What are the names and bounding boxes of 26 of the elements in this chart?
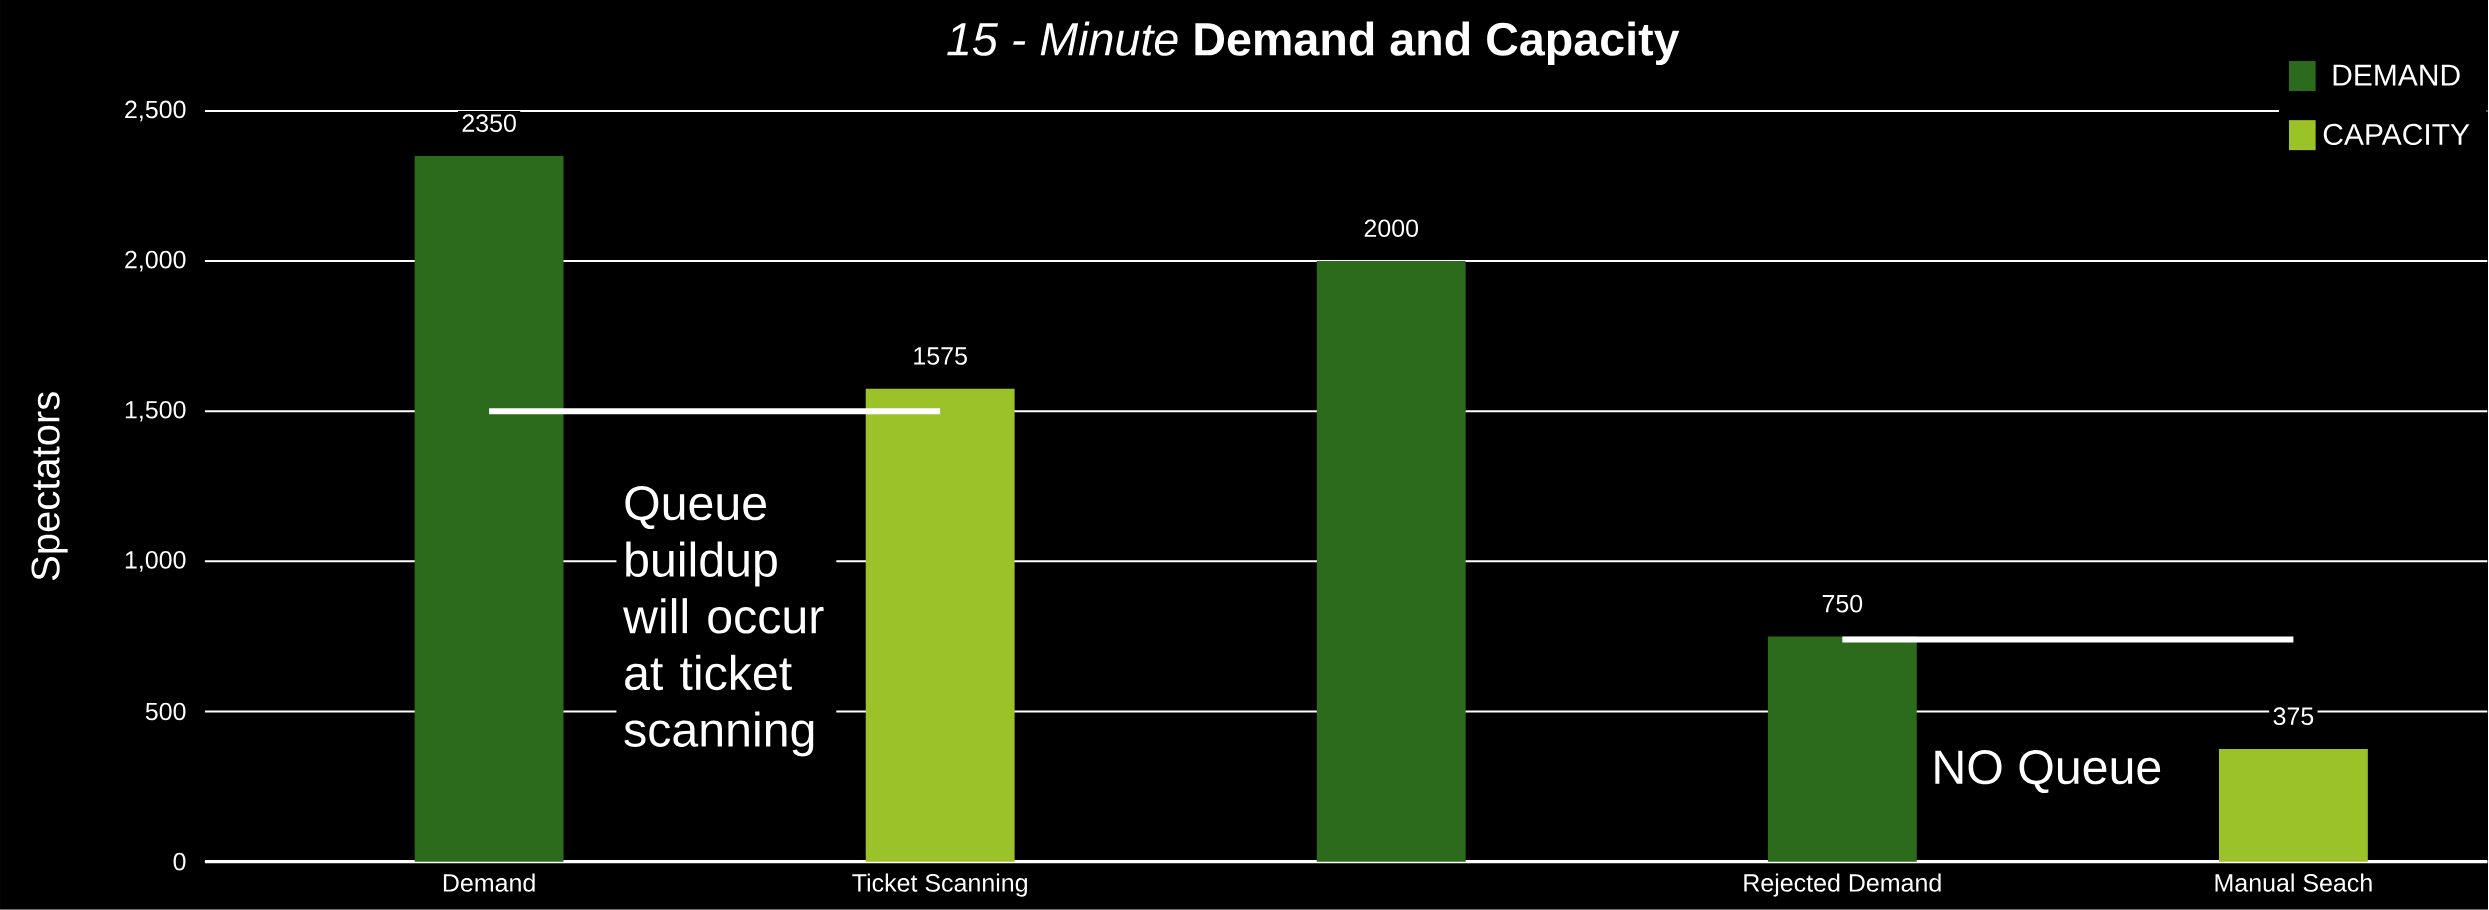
bar [414,156,564,862]
y-tick-label: 2,500 [125,100,186,122]
bar [865,388,1015,862]
y-tick-label: 1,000 [125,551,186,572]
bar [1767,636,1917,862]
annotation: NO Queue [1935,750,2161,794]
x-tick-label: Manual Seach [2215,873,2372,892]
x-tick-label: Ticket Scanning [852,873,1027,897]
bar [1316,261,1466,862]
y-tick-label: 0 [173,852,186,871]
legend-label: CAPACITY [2323,124,2470,146]
y-axis-title: Spectators [31,392,68,581]
y-tick-label: 2,000 [125,250,186,272]
data-label: 375 [2273,707,2314,726]
x-tick-label: Rejected Demand [1744,873,1941,897]
chart-title: 15 - Minute Demand and Capacity [947,21,1680,66]
x-tick-label: Demand [443,873,535,892]
annotation: Queue buildup will occur at ticket scanning [623,486,824,757]
data-label: 2000 [1364,219,1419,238]
bar [2218,749,2368,862]
y-tick-label: 1,500 [125,401,186,422]
data-label: 2350 [462,114,516,133]
y-tick-label: 500 [145,702,186,721]
data-label: 750 [1822,594,1863,613]
data-label: 1575 [914,347,967,365]
legend-label: DEMAND [2333,65,2460,86]
